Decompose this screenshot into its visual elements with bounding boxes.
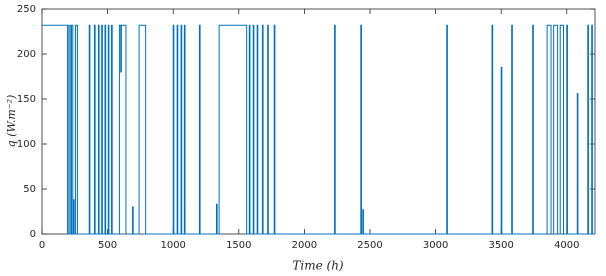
x-tick-label: 1000 — [160, 240, 185, 251]
x-tick-label: 500 — [98, 240, 117, 251]
line — [42, 24, 595, 235]
x-tick-label: 3500 — [488, 240, 513, 251]
x-tick-label: 2000 — [292, 240, 317, 251]
x-axis-label: Time (h) — [292, 259, 344, 273]
y-tick-label: 150 — [17, 94, 36, 105]
y-tick-label: 50 — [23, 184, 36, 195]
plot-area — [41, 8, 596, 235]
y-tick-label: 0 — [30, 229, 36, 240]
y-axis-label: q (W.m⁻²) — [5, 95, 18, 148]
x-tick-label: 0 — [39, 240, 45, 251]
x-tick-label: 3000 — [423, 240, 448, 251]
y-tick-label: 100 — [17, 139, 36, 150]
x-tick-label: 2500 — [357, 240, 382, 251]
x-tick-label: 1500 — [226, 240, 251, 251]
y-tick-label: 250 — [17, 4, 36, 15]
x-tick-label: 4000 — [554, 240, 579, 251]
y-tick-label: 200 — [17, 49, 36, 60]
